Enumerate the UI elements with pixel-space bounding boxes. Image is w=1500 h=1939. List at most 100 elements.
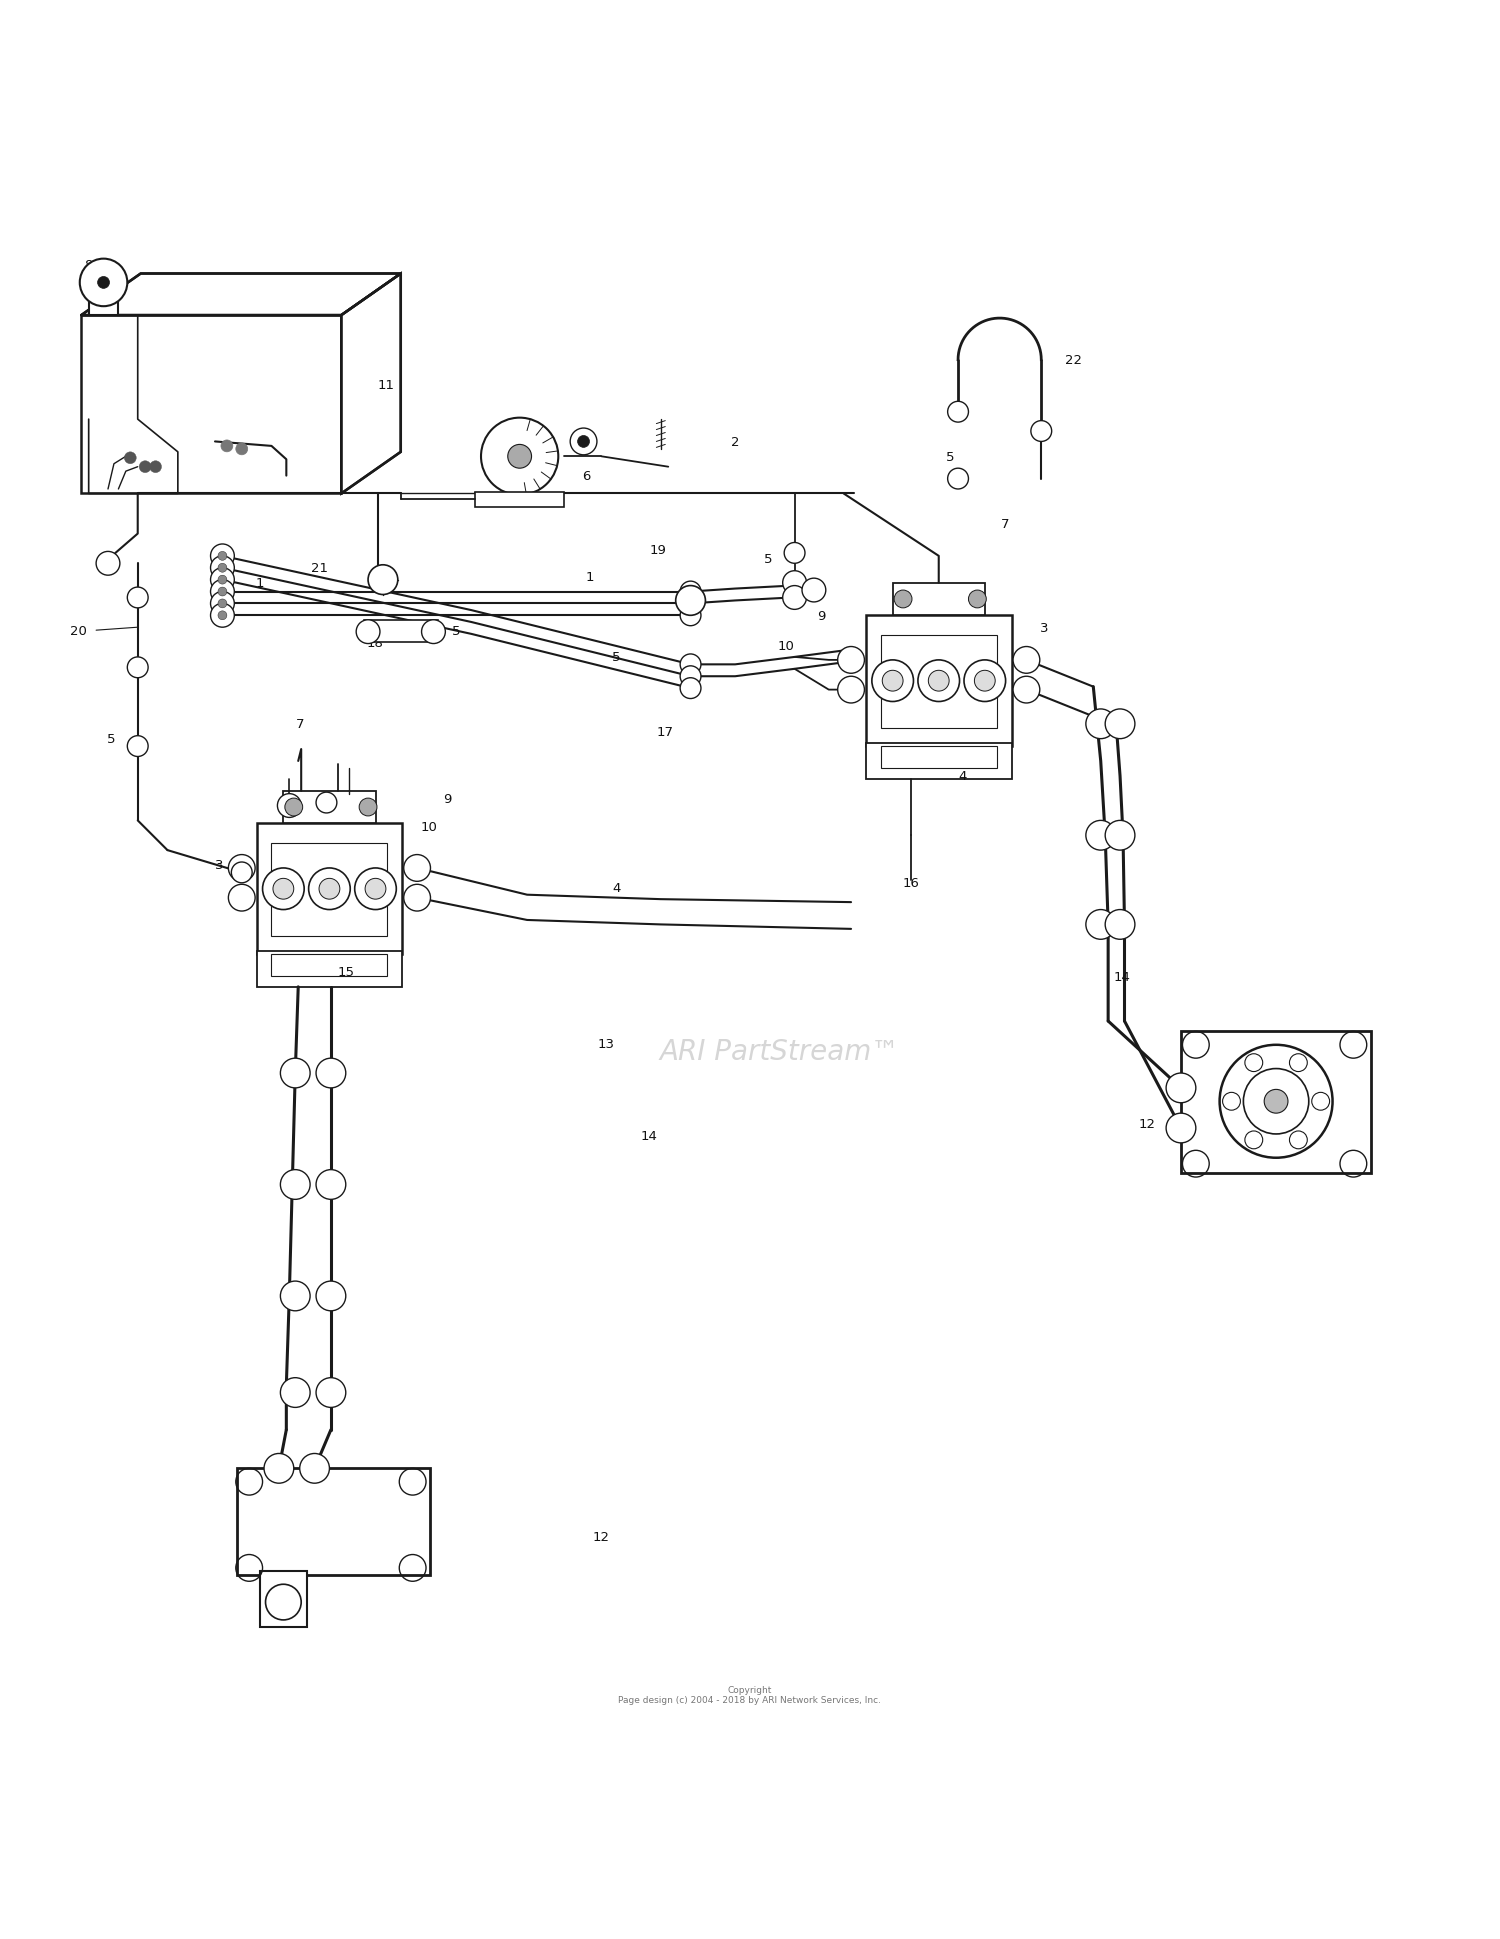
Circle shape xyxy=(1166,1113,1196,1144)
Circle shape xyxy=(422,620,446,644)
Bar xyxy=(237,1468,430,1576)
Text: 5: 5 xyxy=(612,652,621,663)
Text: 13: 13 xyxy=(597,1037,615,1051)
Text: 3: 3 xyxy=(214,859,223,873)
Circle shape xyxy=(680,582,700,603)
Circle shape xyxy=(404,855,430,882)
Bar xyxy=(256,952,402,987)
Circle shape xyxy=(210,591,234,617)
Circle shape xyxy=(969,591,987,609)
Text: 2: 2 xyxy=(730,436,740,448)
Circle shape xyxy=(278,795,302,818)
Circle shape xyxy=(217,599,226,609)
Polygon shape xyxy=(81,273,401,316)
Circle shape xyxy=(1086,909,1116,940)
Circle shape xyxy=(1106,820,1136,851)
Text: 17: 17 xyxy=(657,725,674,739)
Circle shape xyxy=(928,671,950,692)
Circle shape xyxy=(316,1379,346,1408)
Circle shape xyxy=(320,878,340,900)
Circle shape xyxy=(150,461,162,473)
Circle shape xyxy=(210,605,234,628)
Circle shape xyxy=(280,1282,310,1311)
Circle shape xyxy=(316,1282,346,1311)
Text: 5: 5 xyxy=(452,624,460,638)
Text: 6: 6 xyxy=(582,469,591,483)
Circle shape xyxy=(918,661,960,702)
Text: 4: 4 xyxy=(612,882,621,894)
Circle shape xyxy=(128,657,148,679)
Circle shape xyxy=(358,799,376,816)
Text: 5: 5 xyxy=(946,450,956,463)
Text: 7: 7 xyxy=(296,717,304,731)
Circle shape xyxy=(404,884,430,911)
Circle shape xyxy=(210,545,234,568)
Circle shape xyxy=(364,878,386,900)
Circle shape xyxy=(228,884,255,911)
Text: 16: 16 xyxy=(902,876,920,890)
Circle shape xyxy=(783,586,807,611)
Text: 7: 7 xyxy=(1002,518,1010,531)
Circle shape xyxy=(680,679,700,700)
Circle shape xyxy=(217,553,226,560)
Circle shape xyxy=(1106,710,1136,739)
Bar xyxy=(272,843,387,937)
Text: 5: 5 xyxy=(106,733,116,747)
Text: 10: 10 xyxy=(777,640,794,652)
Circle shape xyxy=(1086,820,1116,851)
Bar xyxy=(1180,1032,1371,1173)
Text: 20: 20 xyxy=(70,624,87,638)
Circle shape xyxy=(509,446,531,469)
Circle shape xyxy=(871,661,913,702)
Circle shape xyxy=(80,260,128,306)
Text: 12: 12 xyxy=(1138,1117,1155,1130)
Circle shape xyxy=(210,556,234,580)
Text: 10: 10 xyxy=(420,820,438,834)
Text: ARI PartStream™: ARI PartStream™ xyxy=(660,1037,900,1065)
Circle shape xyxy=(1013,677,1040,704)
Circle shape xyxy=(220,440,232,452)
Circle shape xyxy=(948,469,969,491)
Circle shape xyxy=(975,671,994,692)
Circle shape xyxy=(124,452,136,465)
Bar xyxy=(865,617,1011,747)
Circle shape xyxy=(837,648,864,675)
Circle shape xyxy=(231,863,252,884)
Text: 14: 14 xyxy=(640,1128,657,1142)
Circle shape xyxy=(280,1169,310,1200)
Circle shape xyxy=(96,553,120,576)
Circle shape xyxy=(482,419,558,496)
Circle shape xyxy=(228,855,255,882)
Circle shape xyxy=(356,620,380,644)
Circle shape xyxy=(236,444,248,456)
Text: 8: 8 xyxy=(84,260,93,271)
Circle shape xyxy=(262,869,305,909)
Circle shape xyxy=(680,655,700,675)
Circle shape xyxy=(273,878,294,900)
Text: 5: 5 xyxy=(764,553,772,566)
Polygon shape xyxy=(342,273,400,494)
Circle shape xyxy=(964,661,1005,702)
Bar xyxy=(272,954,387,977)
Circle shape xyxy=(680,593,700,615)
Text: 14: 14 xyxy=(1113,970,1130,983)
Text: 4: 4 xyxy=(958,770,966,783)
Circle shape xyxy=(210,568,234,591)
Text: 11: 11 xyxy=(378,380,394,392)
Circle shape xyxy=(280,1379,310,1408)
Text: Copyright
Page design (c) 2004 - 2018 by ARI Network Services, Inc.: Copyright Page design (c) 2004 - 2018 by… xyxy=(618,1685,882,1704)
Circle shape xyxy=(1030,421,1051,442)
Circle shape xyxy=(1106,909,1136,940)
Circle shape xyxy=(316,1169,346,1200)
Circle shape xyxy=(285,799,303,816)
Text: 15: 15 xyxy=(338,966,354,979)
Circle shape xyxy=(1220,1045,1332,1158)
Circle shape xyxy=(217,588,226,597)
Circle shape xyxy=(1013,648,1040,675)
Circle shape xyxy=(217,576,226,586)
Bar xyxy=(880,636,996,729)
Circle shape xyxy=(680,605,700,626)
Circle shape xyxy=(354,869,396,909)
Circle shape xyxy=(316,793,338,814)
Circle shape xyxy=(264,1454,294,1483)
